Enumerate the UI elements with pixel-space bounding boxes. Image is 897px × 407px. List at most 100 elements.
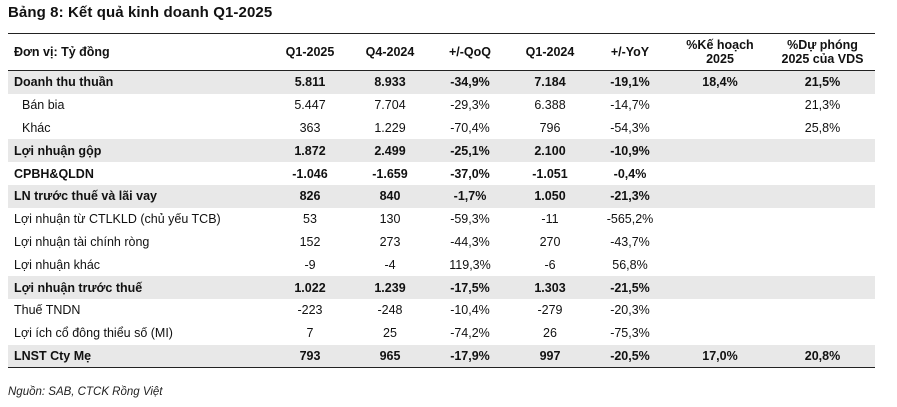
cell-q1-2025: 152	[299, 234, 321, 249]
cell-q1-2024: 796	[539, 120, 561, 135]
header-plan-2025: %Kế hoạch 2025	[686, 38, 754, 66]
table-row: Bán bia 5.447 7.704 -29,3% 6.388 -14,7% 21,3%	[8, 94, 875, 117]
cell-qoq: -70,4%	[450, 120, 490, 135]
cell-forecast-2025: 20,8%	[770, 344, 875, 368]
cell-forecast-2025: 21,5%	[770, 70, 875, 94]
cell-yoy: -565,2%	[606, 212, 654, 227]
cell-q4-2024: 965	[350, 344, 430, 368]
cell-forecast-2025	[770, 208, 875, 231]
cell-yoy: -20,5%	[590, 344, 670, 368]
cell-q4-2024: -248	[377, 303, 403, 318]
cell-label: Lợi ích cổ đông thiểu số (MI)	[14, 326, 173, 341]
cell-plan-2025: 17,0%	[670, 344, 770, 368]
cell-forecast-2025	[770, 253, 875, 276]
cell-plan-2025	[670, 276, 770, 299]
cell-plan-2025	[670, 184, 770, 208]
table-row: Khác 363 1.229 -70,4% 796 -54,3% 25,8%	[8, 117, 875, 140]
cell-q4-2024: 1.229	[374, 120, 406, 135]
cell-label: Lợi nhuận gộp	[8, 139, 270, 163]
cell-q4-2024: 130	[379, 212, 401, 227]
cell-q4-2024: 7.704	[374, 98, 406, 113]
table-row: Lợi nhuận gộp 1.872 2.499 -25,1% 2.100 -10,9%	[8, 139, 875, 163]
cell-q4-2024: 273	[379, 234, 401, 249]
cell-forecast-2025	[770, 231, 875, 254]
cell-yoy: -19,1%	[590, 70, 670, 94]
cell-q1-2025: 5.811	[270, 70, 350, 94]
cell-plan-2025	[670, 253, 770, 276]
business-results-table: Đơn vị: Tỷ đồng Q1-2025 Q4-2024 +/-QoQ Q…	[8, 33, 875, 368]
cell-plan-2025	[670, 208, 770, 231]
cell-forecast-2025	[770, 162, 875, 185]
cell-q1-2024: 26	[543, 326, 557, 341]
cell-q1-2024: -1.051	[532, 166, 568, 181]
cell-q1-2024: -279	[537, 303, 563, 318]
cell-yoy: -75,3%	[610, 326, 650, 341]
header-yoy: +/-YoY	[610, 45, 650, 59]
cell-q1-2025: 7	[306, 326, 314, 341]
table-row: Doanh thu thuần 5.811 8.933 -34,9% 7.184 -19,…	[8, 70, 875, 94]
cell-q1-2025: 363	[299, 120, 321, 135]
cell-forecast-2025: 25,8%	[804, 120, 841, 135]
cell-yoy: 56,8%	[612, 257, 648, 272]
table-row: Thuế TNDN -223 -248 -10,4% -279 -20,3%	[8, 299, 875, 322]
cell-qoq: -59,3%	[450, 212, 490, 227]
table-row: LNST Cty Mẹ 793 965 -17,9% 997 -20,5% 17,0% 20,…	[8, 344, 875, 368]
cell-label: LNST Cty Mẹ	[8, 344, 270, 368]
header-qoq: +/-QoQ	[448, 45, 492, 59]
cell-yoy: -10,9%	[590, 139, 670, 163]
cell-qoq: -17,5%	[430, 276, 510, 299]
cell-q4-2024: -1.659	[372, 166, 408, 181]
table-row: LN trước thuế và lãi vay 826 840 -1,7% 1.050…	[8, 184, 875, 208]
cell-q4-2024: 2.499	[350, 139, 430, 163]
cell-label: LN trước thuế và lãi vay	[8, 184, 270, 208]
cell-q4-2024: 25	[383, 326, 397, 341]
cell-plan-2025	[670, 139, 770, 163]
cell-label: Lợi nhuận khác	[14, 257, 101, 272]
cell-q1-2025: 5.447	[294, 98, 326, 113]
cell-forecast-2025	[770, 184, 875, 208]
cell-q1-2025: 1.022	[270, 276, 350, 299]
header-forecast-2025: %Dự phóng 2025 của VDS	[781, 38, 864, 66]
cell-plan-2025	[670, 117, 770, 140]
cell-label: Bán bia	[22, 98, 65, 113]
cell-q4-2024: 840	[350, 184, 430, 208]
cell-q1-2024: 2.100	[510, 139, 590, 163]
cell-q1-2024: 6.388	[534, 98, 566, 113]
header-q1-2025: Q1-2025	[285, 45, 335, 59]
cell-q1-2025: 826	[270, 184, 350, 208]
cell-label: Lợi nhuận trước thuế	[8, 276, 270, 299]
cell-plan-2025	[670, 299, 770, 322]
cell-q1-2024: -11	[541, 212, 559, 227]
table-row: Lợi nhuận trước thuế 1.022 1.239 -17,5% 1.30…	[8, 276, 875, 299]
cell-label: Doanh thu thuần	[8, 70, 270, 94]
table-row: Lợi nhuận khác -9 -4 119,3% -6 56,8%	[8, 253, 875, 276]
cell-label: Lợi nhuận từ CTLKLD (chủ yếu TCB)	[14, 212, 221, 227]
header-row: Đơn vị: Tỷ đồng Q1-2025 Q4-2024 +/-QoQ Q…	[8, 33, 875, 71]
header-q4-2024: Q4-2024	[365, 45, 415, 59]
cell-label: Lợi nhuận tài chính ròng	[14, 234, 150, 249]
cell-forecast-2025	[770, 139, 875, 163]
cell-plan-2025	[670, 322, 770, 345]
cell-q4-2024: -4	[384, 257, 396, 272]
header-unit: Đơn vị: Tỷ đồng	[14, 45, 110, 59]
cell-qoq: -10,4%	[450, 303, 490, 318]
cell-qoq: -37,0%	[450, 166, 490, 181]
table-title: Bảng 8: Kết quả kinh doanh Q1-2025	[8, 4, 273, 21]
cell-yoy: -14,7%	[610, 98, 650, 113]
cell-yoy: -54,3%	[610, 120, 650, 135]
cell-qoq: -74,2%	[450, 326, 490, 341]
cell-yoy: -21,3%	[590, 184, 670, 208]
cell-label: Thuế TNDN	[14, 303, 81, 318]
cell-qoq: -29,3%	[450, 98, 490, 113]
cell-forecast-2025: 21,3%	[804, 98, 841, 113]
header-q1-2024: Q1-2024	[525, 45, 575, 59]
cell-q1-2025: 53	[303, 212, 317, 227]
table-row: Lợi nhuận từ CTLKLD (chủ yếu TCB) 53 130 -5…	[8, 208, 875, 231]
cell-yoy: -20,3%	[610, 303, 650, 318]
cell-plan-2025	[670, 162, 770, 185]
table-row: Lợi ích cổ đông thiểu số (MI) 7 25 -74,2% 26…	[8, 322, 875, 345]
cell-qoq: -1,7%	[430, 184, 510, 208]
cell-plan-2025: 18,4%	[670, 70, 770, 94]
cell-forecast-2025	[770, 299, 875, 322]
cell-q1-2024: 7.184	[510, 70, 590, 94]
